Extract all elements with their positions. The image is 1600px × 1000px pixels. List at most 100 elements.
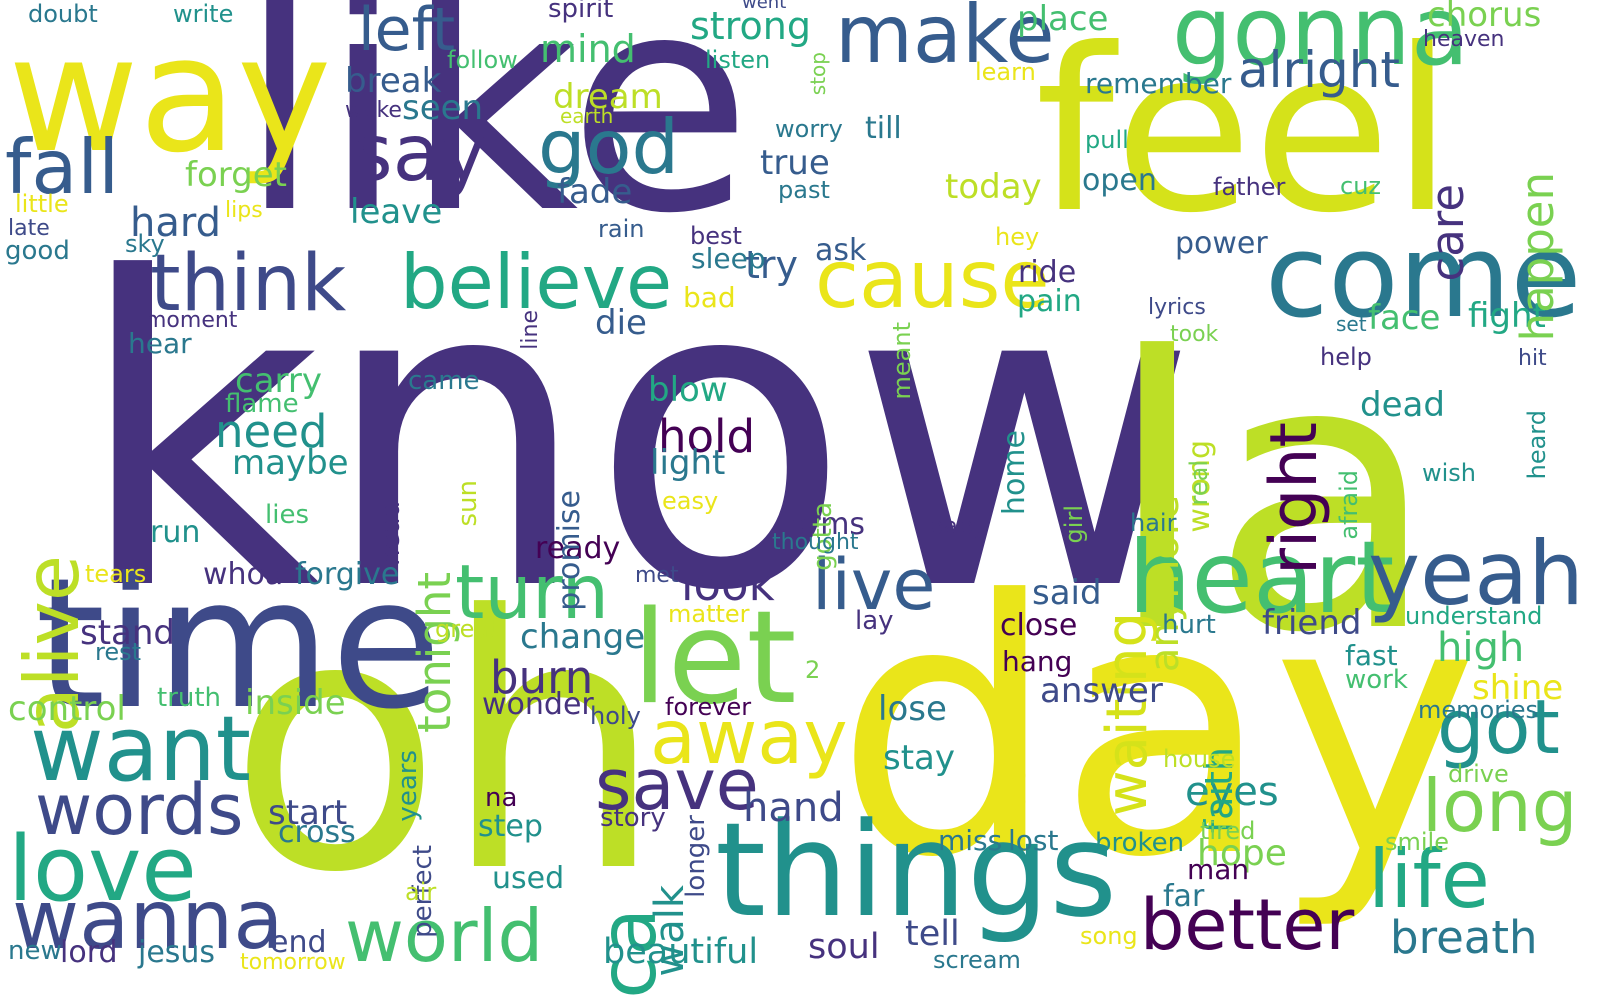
- cloud-word: forgive: [295, 557, 400, 592]
- cloud-word: learn: [975, 58, 1036, 86]
- cloud-word: doubt: [28, 0, 98, 28]
- cloud-word: try: [745, 243, 799, 287]
- cloud-word: truth: [157, 683, 222, 713]
- cloud-word: stand: [80, 613, 176, 653]
- cloud-word: miss: [938, 824, 1003, 857]
- cloud-word: happen: [1511, 172, 1564, 342]
- cloud-word: gonna: [1172, 0, 1470, 87]
- cloud-word: father: [1213, 173, 1286, 201]
- cloud-word: fight: [1468, 296, 1546, 336]
- cloud-word: answer: [1040, 671, 1163, 711]
- cloud-word: care: [1421, 184, 1474, 282]
- cloud-word: lost: [1008, 824, 1059, 857]
- cloud-word: song: [1080, 922, 1138, 950]
- cloud-word: memories: [1418, 696, 1539, 724]
- cloud-word: place: [1017, 0, 1109, 39]
- cloud-word: believe: [400, 238, 673, 326]
- cloud-word: great: [435, 615, 499, 643]
- cloud-word: live: [812, 544, 936, 626]
- cloud-word: wish: [1422, 459, 1477, 487]
- cloud-word: whoa: [203, 557, 284, 592]
- cloud-word: dream: [553, 77, 663, 117]
- cloud-word: left: [358, 0, 456, 65]
- cloud-word: scream: [933, 946, 1021, 974]
- cloud-word: stop: [806, 52, 830, 96]
- cloud-word: girl: [1060, 505, 1088, 544]
- cloud-word: smile: [1385, 828, 1449, 856]
- cloud-word: sleep: [691, 242, 766, 275]
- cloud-word: wake: [345, 98, 402, 123]
- cloud-word: till: [865, 111, 902, 146]
- cloud-word: walk: [647, 885, 693, 977]
- cloud-word: know: [75, 190, 1199, 684]
- cloud-word: matter: [668, 600, 750, 628]
- cloud-word: die: [595, 303, 647, 343]
- cloud-word: hope: [1197, 833, 1287, 874]
- cloud-word: tell: [905, 914, 960, 954]
- cloud-word: look: [681, 558, 775, 611]
- cloud-word: went: [742, 0, 787, 13]
- cloud-word: hand: [743, 785, 844, 831]
- cloud-word: set: [1336, 312, 1367, 336]
- cloud-word: na: [485, 783, 518, 813]
- cloud-word: promise: [552, 490, 587, 611]
- cloud-word: came: [408, 366, 480, 396]
- cloud-word: world: [345, 894, 544, 978]
- cloud-word: air: [405, 878, 437, 906]
- cloud-word: change: [520, 617, 646, 657]
- cloud-word: real: [1185, 460, 1213, 506]
- cloud-word: day: [835, 526, 1479, 934]
- cloud-word: tired: [1200, 817, 1256, 845]
- cloud-word: used: [492, 861, 565, 896]
- cloud-word: shine: [1472, 668, 1564, 708]
- cloud-word: thought: [772, 530, 859, 555]
- cloud-word: help: [1320, 343, 1372, 371]
- cloud-word: need: [215, 405, 328, 458]
- cloud-word: love: [8, 817, 197, 922]
- cloud-word: jesus: [138, 935, 216, 970]
- cloud-word: follow: [447, 46, 518, 74]
- cloud-word: write: [173, 0, 234, 28]
- cloud-word: cuz: [1340, 172, 1382, 200]
- cloud-word: leave: [350, 192, 443, 232]
- cloud-word: breath: [1390, 911, 1538, 964]
- cloud-word: alright: [1238, 41, 1401, 99]
- cloud-word: way: [8, 1, 332, 188]
- cloud-word: inside: [245, 683, 346, 723]
- cloud-word: longer: [681, 815, 711, 898]
- cloud-word: afraid: [1335, 470, 1363, 540]
- cloud-word: met: [635, 563, 679, 588]
- cloud-word: holy: [590, 702, 641, 730]
- cloud-word: broken: [1095, 828, 1185, 858]
- cloud-word: say: [352, 109, 487, 199]
- cloud-word: best: [690, 222, 742, 250]
- cloud-word: ready: [535, 531, 621, 566]
- cloud-word: soul: [808, 927, 880, 967]
- cloud-word: right: [1257, 422, 1332, 575]
- cloud-word: took: [1170, 322, 1219, 347]
- cloud-word: away: [650, 693, 848, 781]
- cloud-word: good: [5, 236, 70, 266]
- cloud-word: save: [595, 744, 759, 826]
- cloud-word: oh: [228, 541, 664, 949]
- cloud-word: power: [1175, 226, 1268, 261]
- cloud-word: worry: [775, 115, 843, 143]
- cloud-word: seen: [402, 88, 484, 128]
- cloud-word: friend: [1262, 603, 1362, 643]
- cloud-word: come: [1265, 210, 1582, 344]
- cloud-word: life: [1368, 833, 1490, 926]
- cloud-word: tears: [85, 560, 147, 588]
- cloud-word: end: [270, 925, 327, 960]
- cloud-word: story: [600, 803, 666, 833]
- cloud-word: lose: [878, 689, 947, 729]
- cloud-word: head: [376, 501, 406, 566]
- cloud-word: remember: [1085, 67, 1232, 100]
- cloud-word: flame: [225, 389, 299, 419]
- cloud-word: better: [1140, 884, 1355, 966]
- cloud-word: little: [15, 190, 69, 218]
- cloud-word: step: [478, 809, 543, 844]
- cloud-word: face: [1368, 298, 1441, 338]
- cloud-word: lyrics: [1148, 295, 1206, 320]
- cloud-word: tomorrow: [240, 950, 346, 975]
- cloud-word: wanna: [12, 873, 284, 968]
